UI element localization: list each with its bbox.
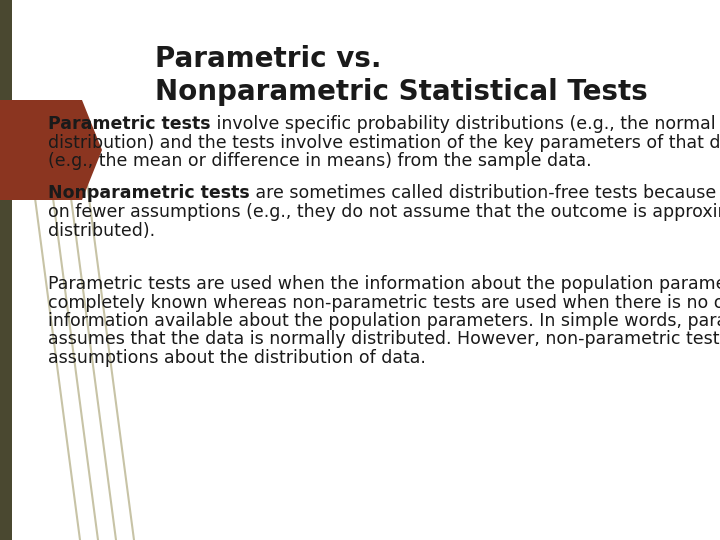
Text: Parametric tests are used when the information about the population parameters i: Parametric tests are used when the infor… — [48, 275, 720, 293]
Text: Nonparametric tests: Nonparametric tests — [48, 185, 250, 202]
Text: (e.g., the mean or difference in means) from the sample data.: (e.g., the mean or difference in means) … — [48, 152, 592, 170]
Text: completely known whereas non-parametric tests are used when there is no or few: completely known whereas non-parametric … — [48, 294, 720, 312]
Text: information available about the population parameters. In simple words, parametr: information available about the populati… — [48, 312, 720, 330]
Text: distribution) and the tests involve estimation of the key parameters of that dis: distribution) and the tests involve esti… — [48, 133, 720, 152]
Polygon shape — [0, 100, 102, 200]
Text: Parametric tests: Parametric tests — [48, 115, 211, 133]
Text: assumes that the data is normally distributed. However, non-parametric tests mak: assumes that the data is normally distri… — [48, 330, 720, 348]
Text: are sometimes called distribution-free tests because they are based: are sometimes called distribution-free t… — [250, 185, 720, 202]
Text: on fewer assumptions (e.g., they do not assume that the outcome is approximately: on fewer assumptions (e.g., they do not … — [48, 203, 720, 221]
Text: Parametric vs.: Parametric vs. — [155, 45, 382, 73]
Text: involve specific probability distributions (e.g., the normal: involve specific probability distributio… — [211, 115, 715, 133]
Bar — [0, 0, 12, 540]
Text: distributed).: distributed). — [48, 221, 155, 240]
Text: Nonparametric Statistical Tests: Nonparametric Statistical Tests — [155, 78, 648, 106]
Text: assumptions about the distribution of data.: assumptions about the distribution of da… — [48, 349, 426, 367]
